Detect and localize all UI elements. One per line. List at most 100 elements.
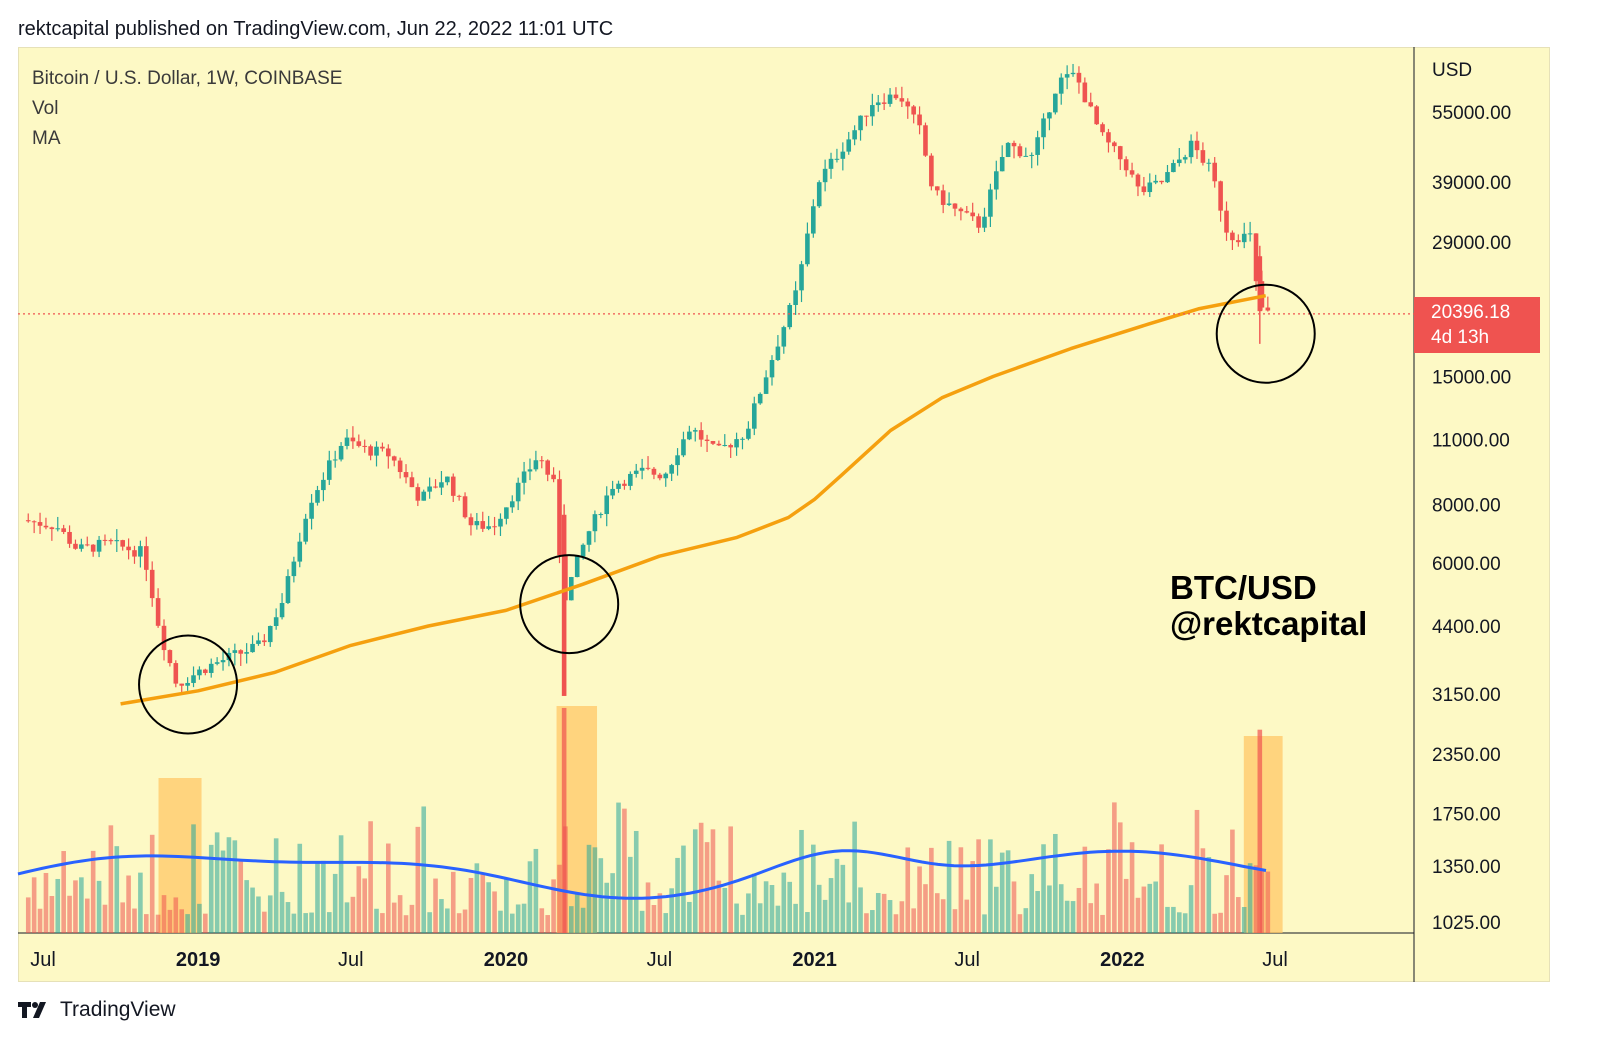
volume-bar bbox=[1147, 883, 1153, 933]
volume-bar bbox=[1035, 891, 1040, 933]
candle-body bbox=[1117, 146, 1123, 160]
y-tick-label: 2350.00 bbox=[1432, 745, 1501, 766]
volume-bar bbox=[923, 884, 928, 933]
y-tick-label: 15000.00 bbox=[1432, 367, 1511, 388]
volume-bar bbox=[1141, 886, 1147, 933]
volume-bar bbox=[569, 906, 574, 933]
chart-area[interactable] bbox=[18, 47, 1550, 982]
volume-bar bbox=[870, 910, 875, 933]
volume-bar bbox=[561, 707, 567, 933]
candle-body bbox=[1141, 186, 1147, 193]
volume-bar bbox=[1064, 900, 1070, 933]
candle-body bbox=[1165, 172, 1170, 183]
currency-label: USD bbox=[1432, 60, 1473, 81]
candle-body bbox=[698, 430, 704, 440]
volume-bar bbox=[1011, 881, 1017, 933]
volume-bar bbox=[143, 914, 149, 933]
volume-bar bbox=[645, 882, 651, 933]
volume-bar bbox=[309, 912, 314, 933]
candle-body bbox=[1094, 106, 1099, 125]
candle-body bbox=[1112, 142, 1117, 147]
candle-body bbox=[539, 460, 545, 462]
volume-bar bbox=[1070, 901, 1076, 933]
volume-bar bbox=[380, 913, 385, 933]
candle-body bbox=[870, 105, 875, 117]
y-tick-label: 3150.00 bbox=[1432, 685, 1501, 706]
candle-body bbox=[421, 491, 427, 501]
candle-body bbox=[208, 663, 214, 673]
candle-body bbox=[893, 94, 899, 99]
candle-body bbox=[96, 539, 102, 552]
tradingview-footer[interactable]: TradingView bbox=[18, 998, 176, 1022]
candle-body bbox=[173, 663, 179, 684]
volume-bar bbox=[456, 913, 462, 933]
volume-bar bbox=[132, 908, 137, 933]
volume-bar bbox=[220, 850, 226, 933]
candle-body bbox=[781, 327, 787, 347]
candle-body bbox=[486, 526, 491, 529]
volume-bar bbox=[799, 829, 804, 933]
candle-body bbox=[1241, 233, 1247, 243]
candle-body bbox=[397, 460, 403, 473]
volume-bar bbox=[267, 895, 273, 933]
volume-bar bbox=[155, 914, 161, 933]
candle-body bbox=[940, 190, 946, 205]
candle-body bbox=[114, 540, 120, 542]
candle-body bbox=[433, 486, 438, 488]
volume-bar bbox=[297, 843, 303, 933]
candle-body bbox=[1176, 159, 1182, 164]
vol-legend[interactable]: Vol bbox=[32, 98, 59, 119]
candle-body bbox=[934, 186, 940, 191]
candle-body bbox=[639, 467, 645, 471]
volume-bar bbox=[374, 908, 379, 933]
candle-body bbox=[203, 669, 208, 673]
candle-body bbox=[1047, 112, 1052, 119]
candle-body bbox=[362, 445, 368, 447]
volume-bar bbox=[273, 838, 279, 933]
volume-bar bbox=[55, 878, 61, 933]
volume-bar bbox=[120, 902, 125, 933]
candle-body bbox=[191, 675, 196, 683]
candle-body bbox=[391, 456, 397, 461]
candle-body bbox=[1064, 74, 1070, 78]
volume-bar bbox=[244, 880, 249, 933]
volume-bar bbox=[332, 873, 338, 933]
candle-body bbox=[704, 439, 710, 442]
candle-body bbox=[273, 617, 279, 626]
volume-bar bbox=[1123, 878, 1129, 933]
candle-body bbox=[338, 445, 344, 460]
watermark-line1: BTC/USD bbox=[1170, 569, 1317, 606]
volume-bar bbox=[498, 910, 503, 933]
y-tick-label: 1025.00 bbox=[1432, 913, 1501, 934]
ma-legend[interactable]: MA bbox=[32, 128, 61, 149]
volume-bar bbox=[746, 893, 751, 933]
candle-body bbox=[592, 514, 598, 532]
candle-body bbox=[586, 531, 592, 545]
volume-bar bbox=[999, 852, 1005, 933]
volume-bar bbox=[445, 908, 450, 933]
volume-bar bbox=[716, 880, 722, 933]
volume-bar bbox=[557, 864, 562, 933]
volume-bar bbox=[704, 842, 710, 933]
candle-body bbox=[988, 189, 993, 217]
volume-bar bbox=[1182, 913, 1188, 933]
volume-bar bbox=[1224, 875, 1229, 933]
symbol-legend[interactable]: Bitcoin / U.S. Dollar, 1W, COINBASE bbox=[32, 68, 343, 89]
volume-bar bbox=[1159, 844, 1164, 933]
candle-body bbox=[994, 171, 999, 190]
candle-body bbox=[55, 528, 61, 530]
candle-body bbox=[1265, 307, 1271, 311]
volume-bar bbox=[586, 844, 592, 933]
candle-body bbox=[1041, 118, 1046, 138]
candle-body bbox=[161, 625, 167, 651]
volume-bar bbox=[722, 887, 728, 933]
volume-bar bbox=[326, 912, 332, 933]
candle-body bbox=[25, 520, 31, 522]
candle-body bbox=[958, 208, 964, 212]
candle-body bbox=[545, 460, 550, 475]
candle-body bbox=[409, 477, 415, 488]
volume-bar bbox=[988, 839, 993, 933]
candle-body bbox=[1200, 150, 1206, 163]
candle-body bbox=[751, 403, 757, 429]
